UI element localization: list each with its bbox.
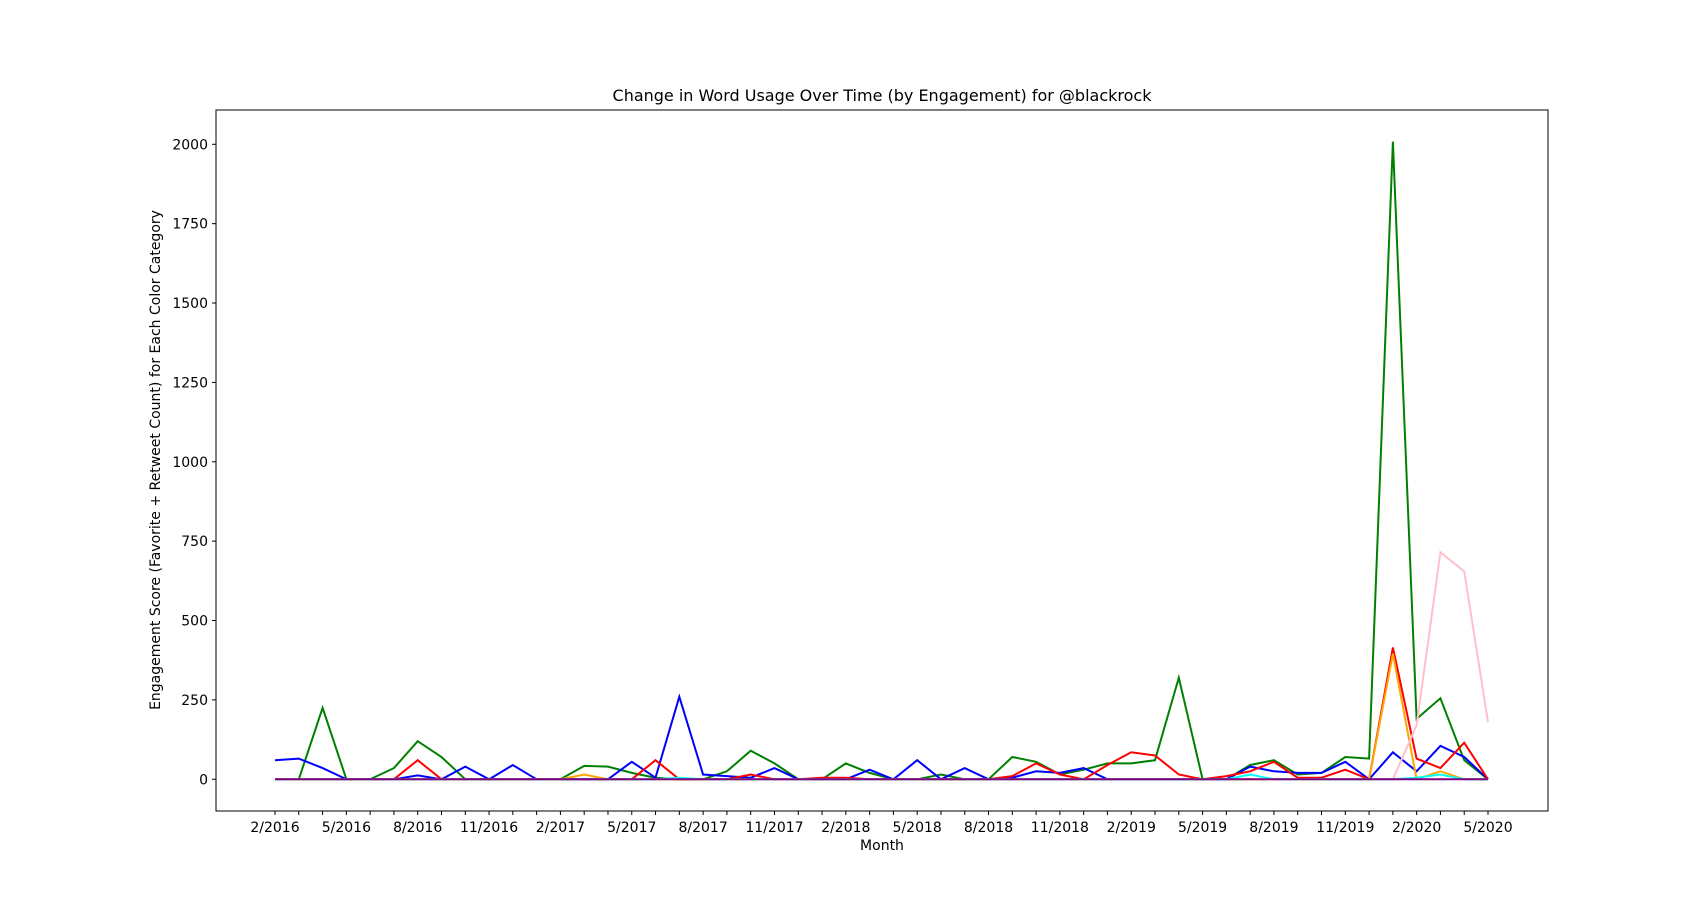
x-tick-label: 11/2018	[1031, 820, 1089, 836]
x-tick-label: 5/2017	[607, 820, 656, 836]
x-tick-label: 5/2020	[1463, 820, 1512, 836]
x-tick-label: 5/2016	[322, 820, 371, 836]
y-tick-label: 1750	[172, 217, 208, 233]
x-tick-label: 5/2019	[1178, 820, 1227, 836]
series-line	[1369, 550, 1489, 781]
x-tick-label: 8/2018	[964, 820, 1013, 836]
y-tick-label: 2000	[172, 137, 208, 153]
x-tick-label: 5/2018	[893, 820, 942, 836]
x-tick-label: 2/2017	[536, 820, 585, 836]
x-tick-label: 2/2019	[1107, 820, 1156, 836]
y-tick-label: 750	[181, 534, 208, 550]
chart-title: Change in Word Usage Over Time (by Engag…	[613, 86, 1153, 105]
series-line	[275, 653, 1488, 781]
plot-frame	[215, 109, 1549, 812]
x-tick-label: 11/2017	[745, 820, 803, 836]
x-tick-label: 8/2017	[678, 820, 727, 836]
y-axis-label: Engagement Score (Favorite + Retweet Cou…	[148, 210, 164, 710]
series-line	[297, 141, 1489, 781]
x-tick-label: 2/2018	[821, 820, 870, 836]
x-tick-label: 2/2020	[1392, 820, 1441, 836]
x-tick-label: 8/2016	[393, 820, 442, 836]
x-tick-label: 11/2016	[460, 820, 518, 836]
series-line	[275, 647, 1489, 781]
y-tick-label: 1500	[172, 296, 208, 312]
y-tick-label: 500	[181, 614, 208, 630]
y-tick-label: 250	[181, 693, 208, 709]
y-tick-label: 0	[199, 772, 208, 788]
series-line	[274, 693, 1489, 781]
y-tick-label: 1250	[172, 375, 208, 391]
x-axis-label: Month	[860, 838, 904, 854]
x-tick-label: 2/2016	[250, 820, 299, 836]
x-tick-label: 11/2019	[1316, 820, 1374, 836]
y-tick-label: 1000	[172, 455, 208, 471]
x-tick-label: 8/2019	[1249, 820, 1298, 836]
